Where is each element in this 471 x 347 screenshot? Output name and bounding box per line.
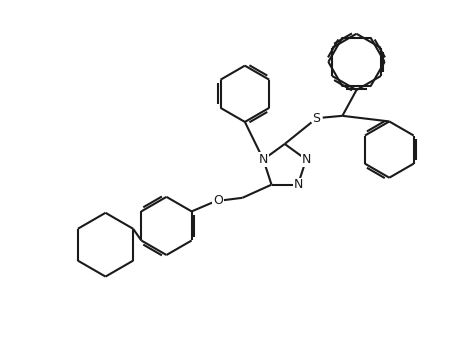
Text: O: O (213, 194, 223, 207)
Text: N: N (259, 153, 268, 166)
Text: N: N (301, 153, 311, 166)
Text: S: S (313, 112, 321, 125)
Text: N: N (293, 178, 303, 191)
